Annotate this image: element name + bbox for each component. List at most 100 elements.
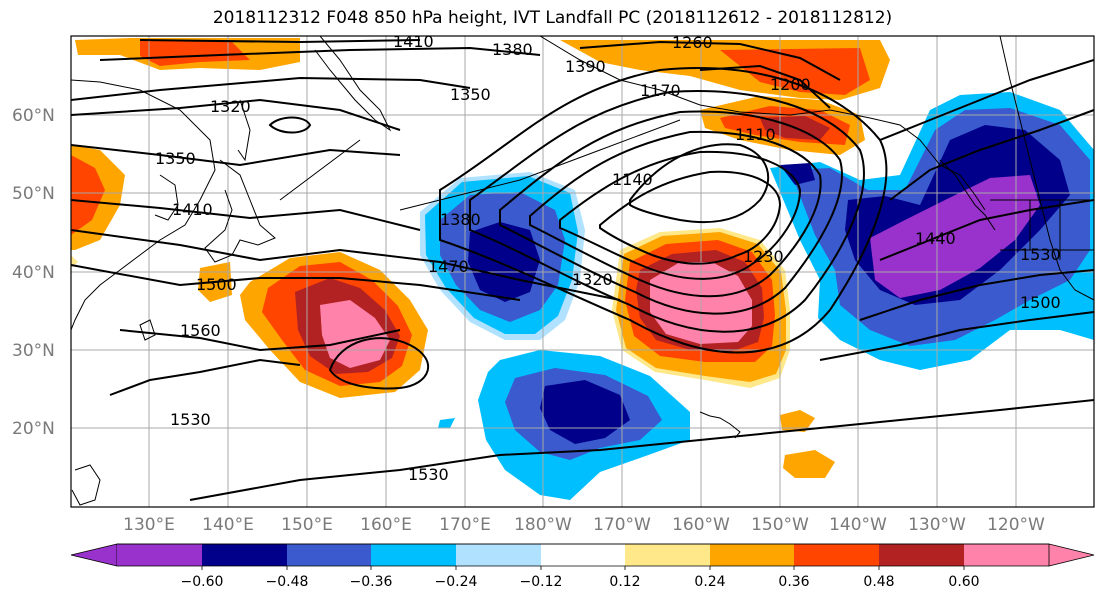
contour-east-5 [819, 311, 1094, 361]
contour-label: 1260 [672, 33, 713, 52]
lon-label: 150°W [751, 515, 809, 535]
contour-label: 1530 [1020, 245, 1061, 264]
contour-label: 1530 [170, 410, 211, 429]
contour-label: 1380 [440, 210, 481, 229]
coast-bc [939, 159, 996, 231]
latitude-labels: 60°N 50°N 40°N 30°N 20°N [12, 106, 55, 439]
contour-1200 [699, 64, 831, 109]
contour-1350-top [71, 76, 471, 101]
contour-label: 1110 [735, 125, 776, 144]
contour-label: 1230 [743, 247, 784, 266]
contour-1530-ring [328, 337, 430, 390]
colorbar-tick-label: 0.48 [863, 574, 894, 590]
coast-japan [204, 159, 276, 263]
colorbar-extend-right [1048, 543, 1095, 567]
lat-label: 50°N [12, 184, 55, 204]
coast-alaska [539, 36, 986, 211]
contour-east-4 [859, 269, 1094, 321]
contour-label: 1170 [640, 81, 681, 100]
contour-label: 1440 [915, 229, 956, 248]
map-frame [70, 35, 1095, 508]
lon-label: 150°E [281, 515, 333, 535]
lon-label: 140°W [829, 515, 887, 535]
colorbar-segment [541, 544, 625, 566]
border-states [1000, 200, 1094, 260]
contour-1500 [71, 264, 521, 301]
contour-ring-3 [499, 110, 843, 315]
contour-label: 1410 [172, 200, 213, 219]
contour-ring-6 [599, 170, 782, 265]
ivt-shading [71, 38, 1094, 500]
colorbar-tick-label: −0.60 [181, 574, 224, 590]
lon-label: 180°W [514, 515, 572, 535]
shade-red-nw [140, 40, 250, 66]
shade-orange-se1 [780, 410, 815, 432]
colorbar-segment [625, 544, 710, 566]
contour-1410-left [71, 199, 421, 231]
coast-kamchatka [314, 36, 392, 132]
colorbar-tick-label: 0.60 [948, 574, 979, 590]
shade-purple-e [870, 175, 1040, 298]
shade-orange-se2 [783, 450, 835, 478]
contour-label: 1500 [1020, 293, 1061, 312]
contour-label: 1350 [155, 149, 196, 168]
coast-asia [71, 79, 216, 331]
contour-label: 1410 [393, 32, 434, 51]
contour-labels: 1410 1380 1390 1260 1350 1320 1170 1200 … [155, 32, 1061, 484]
coast-aleutian [399, 119, 681, 211]
contour-label: 1320 [572, 270, 613, 289]
coast-sakhalin [237, 99, 251, 162]
map-title: 2018112312 F048 850 hPa height, IVT Land… [212, 8, 893, 28]
colorbar-segment [287, 544, 371, 566]
lon-label: 130°W [908, 515, 966, 535]
contour-ring-7 [629, 143, 770, 224]
contour-label: 1500 [196, 275, 237, 294]
lon-label: 160°E [360, 515, 412, 535]
contour-east-2 [889, 109, 1094, 201]
contour-ring-2 [469, 90, 865, 333]
lat-label: 40°N [12, 263, 55, 283]
lon-label: 170°W [593, 515, 651, 535]
lat-label: 30°N [12, 341, 55, 361]
lat-label: 20°N [12, 419, 55, 439]
longitude-labels: 130°E 140°E 150°E 160°E 170°E 180°W 170°… [123, 515, 1045, 535]
lon-label: 170°E [439, 515, 491, 535]
contour-label: 1140 [612, 170, 653, 189]
colorbar: −0.60 −0.48 −0.36 −0.24 −0.12 0.12 0.24 … [70, 543, 1095, 590]
contour-ring-5 [559, 150, 802, 280]
contour-1410-top [139, 39, 421, 44]
shade-cyan-s2 [438, 418, 455, 428]
height-contours [71, 39, 1094, 501]
contour-label: 1530 [408, 465, 449, 484]
contour-1260 [579, 40, 841, 81]
shade-navy-c [468, 222, 540, 302]
coast-philippines [71, 464, 101, 506]
colorbar-tick-label: −0.12 [520, 574, 563, 590]
colorbar-tick-label: 0.36 [778, 574, 809, 590]
contour-ring-4 [529, 130, 822, 298]
colorbar-segment [117, 544, 202, 566]
contour-1530-s [109, 358, 301, 396]
contour-label: 1380 [492, 40, 533, 59]
colorbar-tick-label: 0.24 [694, 574, 725, 590]
lat-label: 60°N [12, 106, 55, 126]
contour-label: 1390 [565, 57, 606, 76]
contour-label: 1320 [210, 97, 251, 116]
colorbar-extend-left [70, 543, 118, 567]
colorbar-tick-label: −0.24 [435, 574, 478, 590]
coast-kuril [279, 139, 361, 201]
contour-label: 1560 [180, 321, 221, 340]
colorbar-segment [456, 544, 541, 566]
contour-east-3 [879, 199, 1094, 261]
coast-korea [154, 174, 179, 221]
colorbar-segment [879, 544, 964, 566]
grid-lines [71, 36, 1094, 507]
contour-1350-left [71, 144, 401, 167]
contour-1320-left [71, 98, 401, 131]
shade-navy-e2 [780, 163, 815, 185]
shade-pink-wpac [320, 300, 390, 368]
coast-hawaii [699, 411, 741, 439]
coastlines [71, 36, 1094, 506]
colorbar-segment [794, 544, 879, 566]
lon-label: 160°W [672, 515, 730, 535]
